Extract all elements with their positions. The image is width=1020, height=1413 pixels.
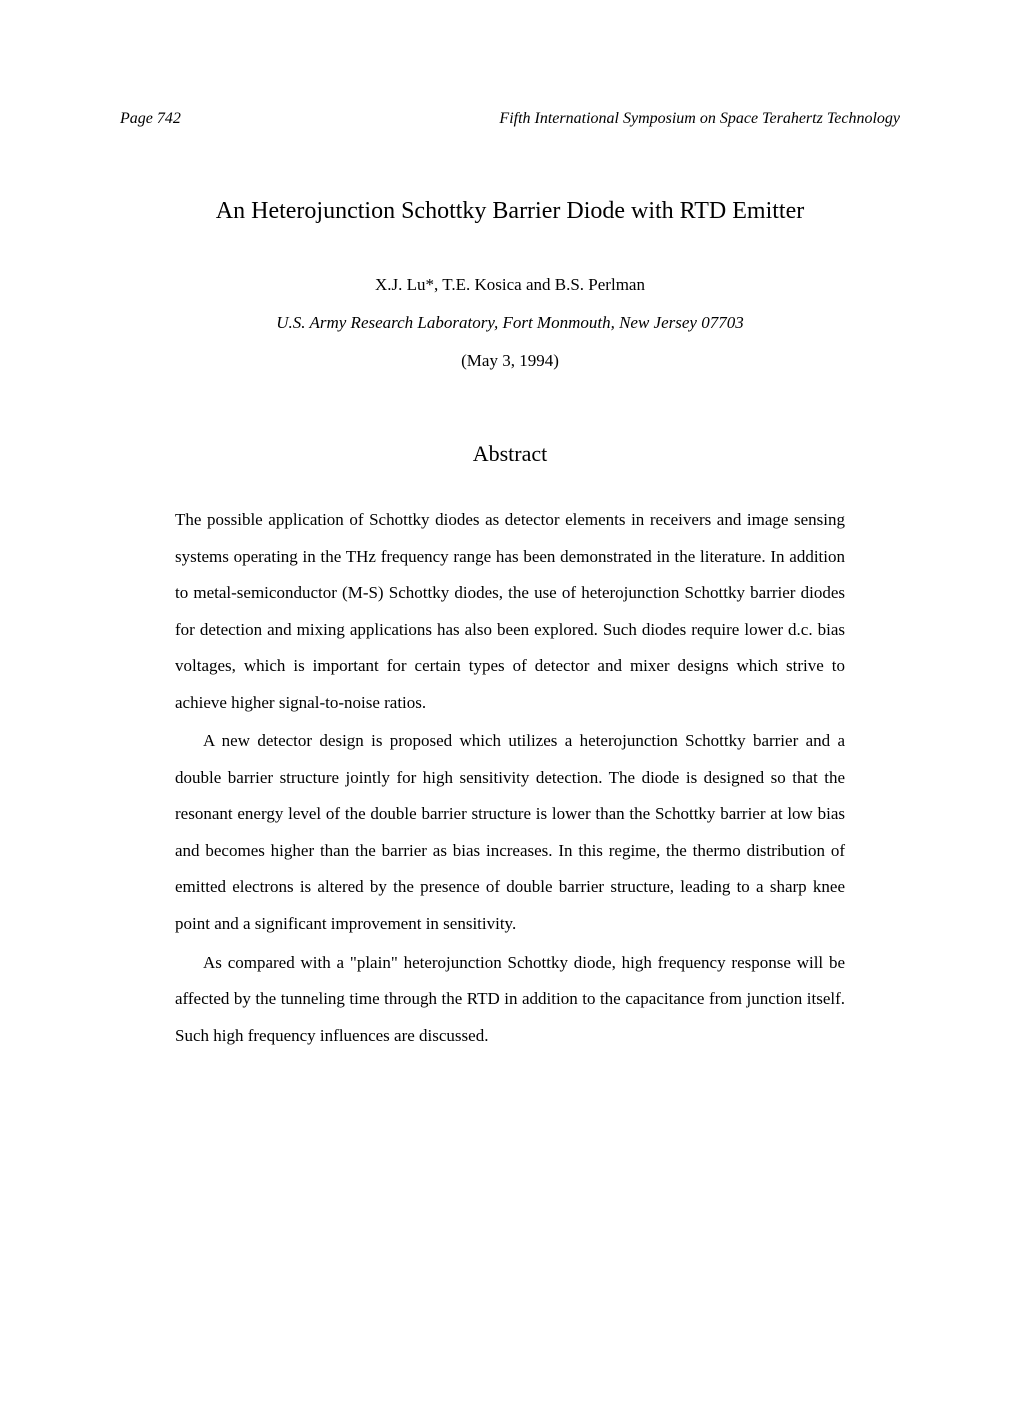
abstract-paragraph: A new detector design is proposed which …	[175, 723, 845, 942]
date-line: (May 3, 1994)	[120, 351, 900, 371]
running-title: Fifth International Symposium on Space T…	[499, 110, 900, 128]
abstract-body: The possible application of Schottky dio…	[120, 502, 900, 1054]
abstract-paragraph: As compared with a "plain" heterojunctio…	[175, 945, 845, 1055]
affiliation-line: U.S. Army Research Laboratory, Fort Monm…	[120, 313, 900, 333]
abstract-paragraph: The possible application of Schottky dio…	[175, 502, 845, 721]
abstract-heading: Abstract	[120, 441, 900, 467]
page-number: Page 742	[120, 110, 181, 128]
authors-line: X.J. Lu*, T.E. Kosica and B.S. Perlman	[120, 275, 900, 295]
page-header: Page 742 Fifth International Symposium o…	[120, 110, 900, 128]
paper-title: An Heterojunction Schottky Barrier Diode…	[120, 198, 900, 225]
